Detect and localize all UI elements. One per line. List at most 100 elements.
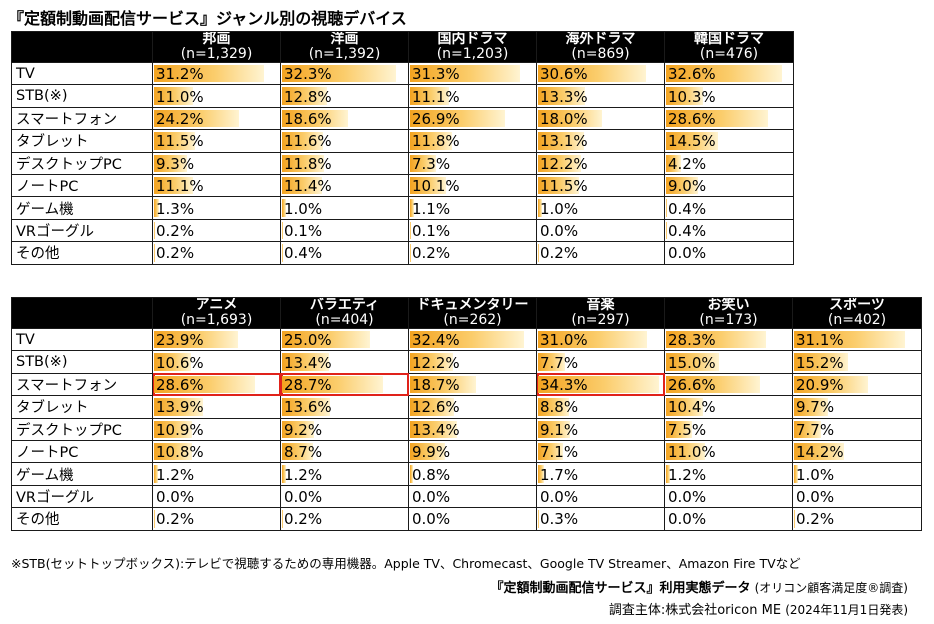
column-header: スポーツ (n=402) (792, 297, 922, 329)
value-bar (282, 375, 384, 394)
value-bar (282, 465, 287, 483)
column-name: 洋画 (330, 31, 359, 47)
table-row: スマートフォン 24.2% 18.6% 26.9% 18.0% 28.6% (11, 106, 794, 131)
value-bar (154, 331, 239, 349)
row-label: ゲーム機 (11, 462, 153, 486)
value-label: 20.9% (796, 375, 844, 394)
value-cell: 12.2% (408, 350, 537, 374)
value-label: 0.2% (412, 244, 451, 263)
value-label: 11.5% (156, 132, 204, 151)
value-bar (538, 109, 602, 128)
value-label: 11.5% (540, 177, 588, 196)
value-bar (794, 465, 798, 483)
value-label: 12.8% (284, 87, 332, 106)
source-paren: (オリコン顧客満足度®調査) (754, 581, 908, 595)
value-label: 11.0% (156, 87, 204, 106)
row-label: STB(※) (11, 350, 153, 374)
value-cell: 26.9% (408, 106, 537, 131)
value-cell: 28.7% (280, 372, 409, 397)
value-cell: 4.2% (664, 151, 794, 175)
column-n: (n=404) (315, 312, 374, 328)
row-label: デスクトップPC (11, 151, 153, 175)
value-label: 0.2% (796, 510, 835, 529)
value-label: 7.7% (796, 420, 835, 439)
value-bar (666, 87, 703, 105)
value-label: 13.3% (540, 87, 588, 106)
table-row: デスクトップPC 9.3% 11.8% 7.3% 12.2% 4.2% (11, 151, 794, 175)
value-cell: 13.9% (152, 395, 281, 419)
value-cell: 14.2% (792, 439, 922, 464)
value-label: 28.7% (284, 375, 332, 394)
value-bar (154, 244, 155, 262)
value-cell: 0.0% (536, 218, 665, 243)
column-header: 国内ドラマ (n=1,203) (408, 31, 537, 63)
value-label: 7.1% (540, 443, 579, 462)
value-bar (154, 199, 159, 217)
column-n: (n=297) (571, 312, 630, 328)
value-label: 0.4% (284, 244, 323, 263)
value-label: 1.0% (540, 199, 579, 218)
column-name: 国内ドラマ (437, 31, 508, 47)
value-cell: 0.0% (664, 507, 793, 531)
value-bar (282, 244, 284, 262)
value-label: 8.7% (284, 443, 323, 462)
value-label: 32.3% (284, 65, 332, 84)
value-label: 0.8% (412, 465, 451, 484)
value-bar (410, 465, 413, 483)
value-cell: 0.0% (792, 484, 922, 509)
row-label: その他 (11, 241, 153, 265)
value-bar (794, 375, 869, 394)
value-label: 13.6% (284, 398, 332, 417)
value-label: 0.2% (284, 510, 323, 529)
value-bar (666, 65, 782, 83)
table-row: タブレット 13.9% 13.6% 12.6% 8.8% 10.4% 9.7% (11, 395, 922, 419)
column-n: (n=476) (699, 46, 759, 62)
value-bar (154, 442, 193, 461)
column-n: (n=1,329) (180, 46, 253, 62)
value-label: 0.1% (412, 221, 451, 240)
column-header: 韓国ドラマ (n=476) (664, 31, 794, 63)
value-label: 0.0% (412, 487, 451, 506)
value-cell: 26.6% (664, 372, 793, 397)
header-row: 邦画 (n=1,329) 洋画 (n=1,392) 国内ドラマ (n=1,203) 海外ドラ… (11, 31, 794, 63)
value-label: 9.9% (412, 443, 451, 462)
value-cell: 28.3% (664, 327, 793, 352)
value-label: 0.3% (540, 510, 579, 529)
value-label: 0.0% (668, 510, 707, 529)
value-label: 31.1% (796, 331, 844, 350)
value-bar (154, 420, 193, 438)
value-label: 9.7% (796, 398, 835, 417)
value-cell: 0.2% (280, 507, 409, 531)
value-bar (154, 221, 155, 240)
value-bar (154, 510, 155, 528)
value-bar (794, 353, 849, 371)
value-cell: 13.1% (536, 129, 665, 153)
table-row: スマートフォン 28.6% 28.7% 18.7% 34.3% 26.6% 20.9% (11, 372, 922, 397)
value-bar (282, 353, 330, 371)
header-row: アニメ (n=1,693) バラエティ (n=404) ドキュメンタリー (n=262) 音… (11, 297, 922, 329)
value-bar (666, 398, 703, 416)
row-label: デスクトップPC (11, 417, 153, 441)
value-bar (538, 420, 571, 438)
value-cell: 18.7% (408, 372, 537, 397)
value-cell: 9.1% (536, 417, 665, 441)
value-cell: 18.0% (536, 106, 665, 131)
value-bar (282, 109, 348, 128)
value-cell: 0.2% (152, 507, 281, 531)
source-title: 『定額制動画配信サービス』利用実態データ (490, 581, 751, 596)
value-cell: 31.3% (408, 61, 537, 86)
footnote: ※STB(セットトップボックス):テレビで視聴するための専用機器。Apple T… (11, 556, 801, 571)
column-name: ドキュメンタリー (416, 297, 529, 313)
source-line: 『定額制動画配信サービス』利用実態データ (オリコン顧客満足度®調査) (490, 577, 908, 596)
value-label: 11.8% (284, 154, 332, 173)
value-bar (410, 109, 505, 128)
value-label: 0.0% (540, 487, 579, 506)
value-label: 0.2% (156, 221, 195, 240)
value-label: 15.2% (796, 353, 844, 372)
row-label: VRゴーグル (11, 218, 153, 243)
value-bar (666, 154, 681, 172)
value-label: 1.3% (156, 199, 195, 218)
column-header: 音楽 (n=297) (536, 297, 665, 329)
value-bar (282, 398, 330, 416)
value-label: 7.3% (412, 154, 451, 173)
